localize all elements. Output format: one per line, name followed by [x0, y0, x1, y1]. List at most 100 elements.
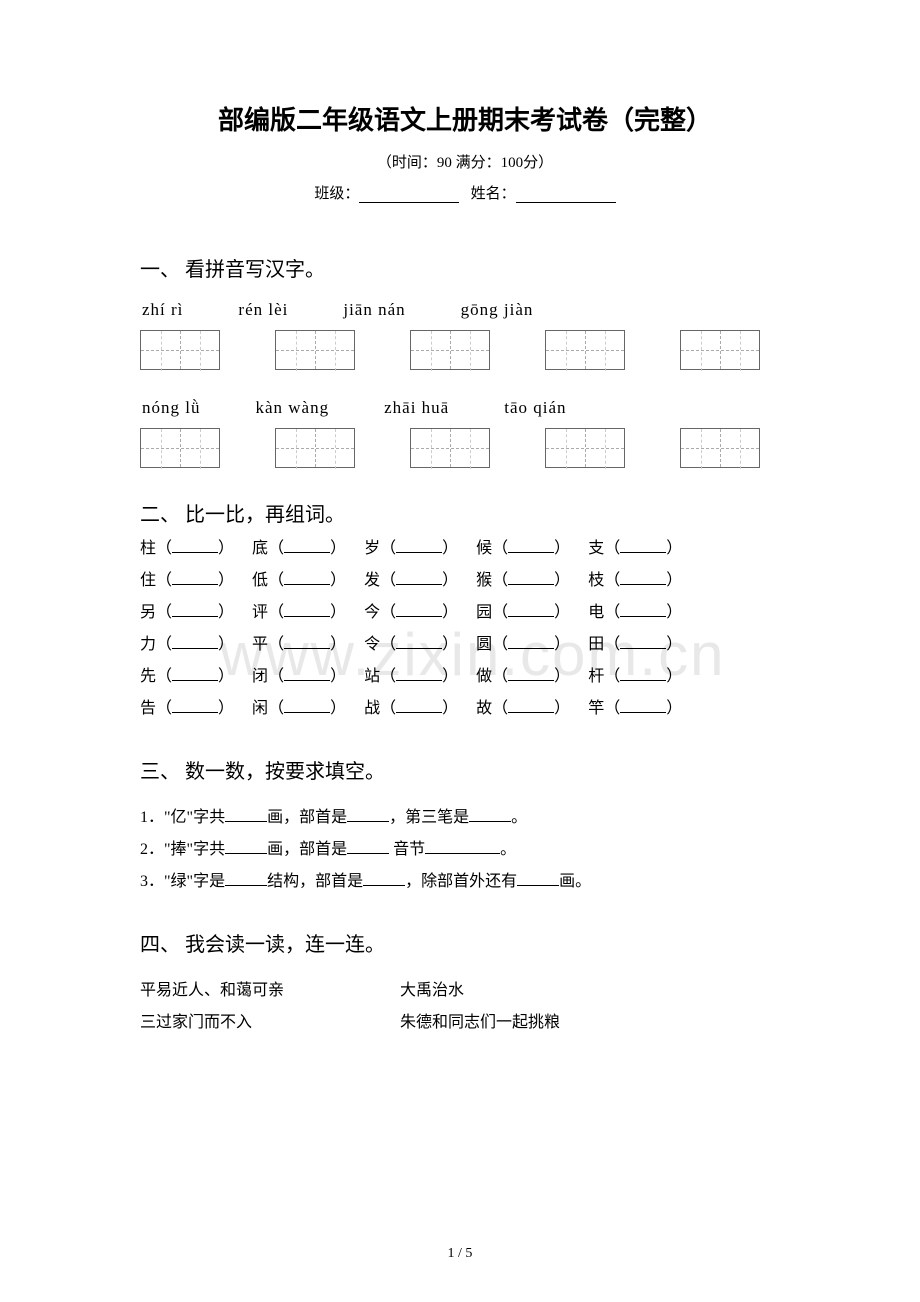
page-content: 部编版二年级语文上册期末考试卷（完整） （时间：90 满分：100分） 班级： … [140, 100, 790, 1039]
compare-blank [172, 699, 218, 713]
compare-blank [172, 571, 218, 585]
compare-item: 发（） [364, 565, 458, 597]
section-2-title: 二、 比一比，再组词。 [140, 498, 790, 527]
compare-char: 力 [140, 636, 156, 653]
connect-row: 三过家门而不入 朱德和同志们一起挑粮 [140, 1007, 790, 1039]
compare-char: 田 [588, 636, 604, 653]
char-box [275, 330, 355, 370]
text: 画，部首是 [267, 841, 347, 858]
page-subtitle: （时间：90 满分：100分） [140, 151, 790, 172]
text: ，除部首外还有 [405, 873, 517, 890]
compare-char: 做 [476, 668, 492, 685]
blank [225, 840, 267, 854]
compare-item: 令（） [364, 629, 458, 661]
compare-row: 力（） 平（） 令（） 圆（） 田（） [140, 629, 790, 661]
compare-blank [620, 571, 666, 585]
compare-char: 支 [588, 540, 604, 557]
compare-item: 闲（） [252, 693, 346, 725]
compare-row: 告（）闲（）战（）故（）竿（） [140, 693, 790, 725]
box-row-1 [140, 330, 790, 370]
char-box [680, 330, 760, 370]
compare-char: 今 [364, 604, 380, 621]
page-title: 部编版二年级语文上册期末考试卷（完整） [140, 100, 790, 137]
compare-blank [172, 539, 218, 553]
text: 2．"捧"字共 [140, 841, 225, 858]
compare-char: 评 [252, 604, 268, 621]
compare-char: 枝 [588, 572, 604, 589]
section-3-lines: 1．"亿"字共画，部首是，第三笔是。 2．"捧"字共画，部首是 音节。 3．"绿… [140, 802, 790, 898]
compare-item: 另（） [140, 597, 234, 629]
compare-item: 平（） [252, 629, 346, 661]
compare-char: 发 [364, 572, 380, 589]
compare-item: 故（） [476, 693, 570, 725]
compare-item: 力（） [140, 629, 234, 661]
compare-item: 底（） [252, 533, 346, 565]
compare-item: 战（） [364, 693, 458, 725]
compare-blank [508, 603, 554, 617]
pinyin-item: rén lèi [238, 300, 288, 320]
compare-blank [396, 571, 442, 585]
class-name-line: 班级： 姓名： [140, 182, 790, 203]
blank [225, 872, 267, 886]
blank [425, 840, 500, 854]
compare-blank [620, 603, 666, 617]
compare-blank [172, 635, 218, 649]
compare-blank [508, 699, 554, 713]
text: 音节 [389, 841, 425, 858]
compare-item: 住（） [140, 565, 234, 597]
compare-item: 先（） [140, 661, 234, 693]
compare-item: 今（） [364, 597, 458, 629]
compare-blank [620, 635, 666, 649]
page-number: 1 / 5 [0, 1246, 920, 1262]
compare-blank [620, 699, 666, 713]
compare-blank [396, 603, 442, 617]
compare-char: 平 [252, 636, 268, 653]
compare-char: 故 [476, 700, 492, 717]
text: 。 [500, 841, 516, 858]
compare-blank [508, 667, 554, 681]
compare-blank [508, 571, 554, 585]
compare-char: 电 [588, 604, 604, 621]
compare-char: 先 [140, 668, 156, 685]
compare-item: 做（） [476, 661, 570, 693]
name-label: 姓名： [471, 186, 516, 202]
connect-left: 平易近人、和蔼可亲 [140, 975, 400, 1007]
pinyin-item: nóng lǜ [142, 398, 200, 418]
char-box [680, 428, 760, 468]
compare-item: 低（） [252, 565, 346, 597]
section-1-title: 一、 看拼音写汉字。 [140, 253, 790, 282]
compare-item: 评（） [252, 597, 346, 629]
char-box [140, 330, 220, 370]
char-box [140, 428, 220, 468]
compare-blank [284, 603, 330, 617]
char-box [545, 330, 625, 370]
fill-line-3: 3．"绿"字是结构，部首是，除部首外还有画。 [140, 866, 790, 898]
connect-row: 平易近人、和蔼可亲 大禹治水 [140, 975, 790, 1007]
compare-item: 田（） [588, 629, 682, 661]
compare-item: 候（） [476, 533, 570, 565]
char-box [275, 428, 355, 468]
compare-char: 柱 [140, 540, 156, 557]
compare-row: 住（）低（）发（）猴（）枝（） [140, 565, 790, 597]
compare-item: 柱（） [140, 533, 234, 565]
compare-row: 先（）闭（）站（）做（）杆（） [140, 661, 790, 693]
compare-char: 岁 [364, 540, 380, 557]
compare-item: 圆（） [476, 629, 570, 661]
compare-blank [284, 571, 330, 585]
compare-item: 闭（） [252, 661, 346, 693]
blank [347, 840, 389, 854]
char-box [410, 428, 490, 468]
pinyin-row-1: zhí rì rén lèi jiān nán gōng jiàn [140, 300, 790, 320]
compare-item: 电（） [588, 597, 682, 629]
compare-item: 杆（） [588, 661, 682, 693]
connect-left: 三过家门而不入 [140, 1007, 400, 1039]
compare-char: 闲 [252, 700, 268, 717]
pinyin-item: tāo qián [504, 398, 566, 418]
pinyin-row-2: nóng lǜ kàn wàng zhāi huā tāo qián [140, 398, 790, 418]
compare-blank [284, 667, 330, 681]
compare-row: 柱（）底（）岁（）候（）支（） [140, 533, 790, 565]
compare-char: 杆 [588, 668, 604, 685]
compare-char: 站 [364, 668, 380, 685]
compare-char: 园 [476, 604, 492, 621]
compare-char: 底 [252, 540, 268, 557]
